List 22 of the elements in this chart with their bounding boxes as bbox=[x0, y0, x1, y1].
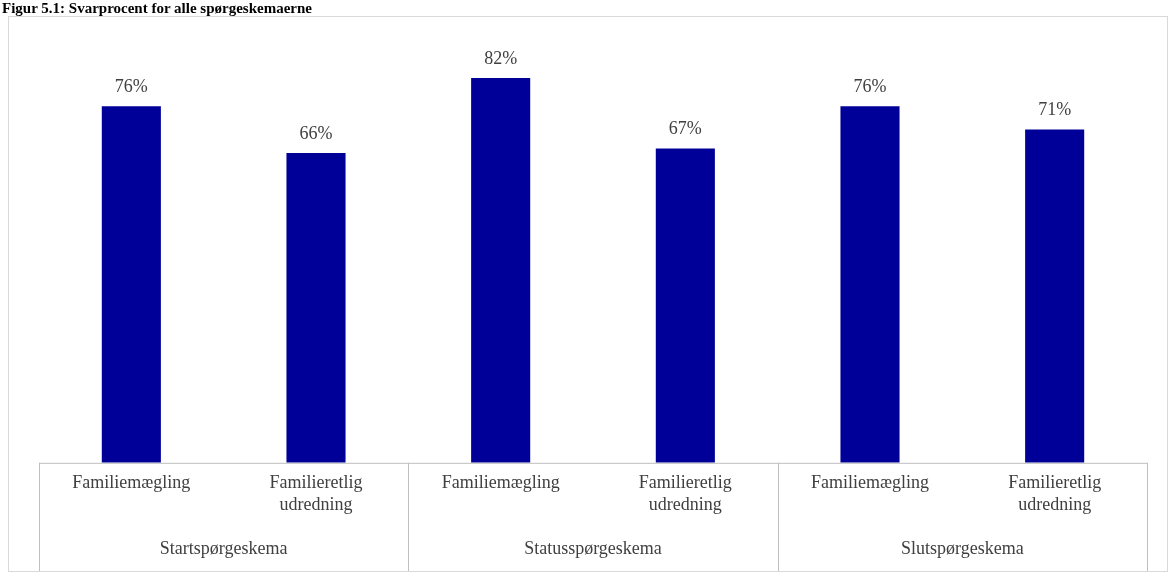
chart-title: Figur 5.1: Svarprocent for alle spørgeskemaerne bbox=[1, 0, 313, 16]
data-label: 67% bbox=[668, 118, 702, 139]
text: Startspørgeskema bbox=[159, 537, 288, 558]
data-label: 76% bbox=[114, 75, 148, 96]
x-tick-label: Familiemægling bbox=[72, 472, 191, 493]
bar bbox=[1025, 129, 1085, 463]
bar bbox=[471, 78, 531, 463]
x-tick-label: Familiemægling bbox=[810, 472, 930, 493]
x-tick-label: Familieretlig udredning bbox=[638, 472, 732, 514]
data-label: 76% bbox=[853, 75, 887, 96]
data-label: 66% bbox=[299, 122, 333, 143]
bar bbox=[655, 148, 715, 463]
data-label: 71% bbox=[1038, 99, 1072, 120]
x-tick-label: Familiemægling bbox=[441, 472, 560, 493]
bar bbox=[840, 106, 900, 463]
bar bbox=[101, 106, 161, 463]
text: Slutspørgeskema bbox=[901, 537, 1024, 558]
x-tick-label: Familieretlig udredning bbox=[1008, 472, 1102, 514]
x-tick-label: Familieretlig udredning bbox=[269, 472, 363, 514]
bar bbox=[286, 153, 346, 463]
text: Statusspørgeskema bbox=[524, 537, 662, 558]
data-label: 82% bbox=[484, 47, 518, 68]
